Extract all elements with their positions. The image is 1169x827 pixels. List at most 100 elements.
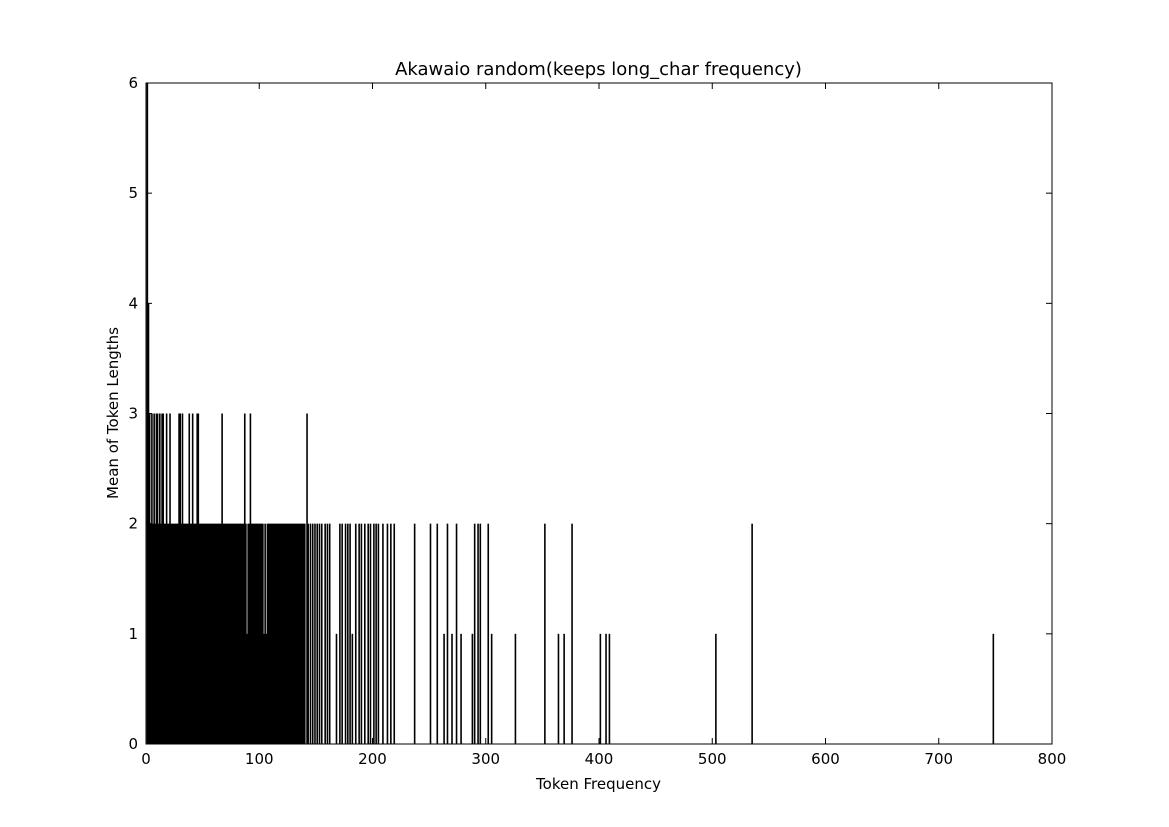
bar — [237, 523, 239, 744]
bar — [173, 523, 176, 744]
bar — [164, 523, 167, 744]
bar — [259, 523, 262, 744]
bar — [297, 523, 299, 744]
bar — [303, 523, 306, 744]
bar — [571, 523, 573, 744]
bar — [209, 523, 212, 744]
bar — [171, 523, 174, 744]
bar — [608, 633, 611, 744]
bar — [205, 523, 208, 744]
bar — [314, 523, 316, 744]
bar — [446, 523, 449, 744]
bar — [174, 523, 177, 744]
bar — [377, 523, 380, 744]
bar — [172, 523, 175, 744]
y-tick-label: 0 — [128, 735, 138, 753]
bar — [360, 523, 363, 744]
bar — [221, 413, 223, 744]
bar — [265, 633, 268, 744]
bar — [153, 413, 155, 744]
bar — [316, 523, 319, 744]
bar — [203, 523, 205, 744]
bar — [393, 523, 396, 744]
bar — [264, 523, 266, 744]
bar — [180, 523, 183, 744]
bar — [298, 523, 300, 744]
x-tick-label: 300 — [471, 750, 500, 768]
bar — [293, 523, 296, 744]
bar — [207, 523, 210, 744]
bar — [276, 523, 279, 744]
bar — [267, 523, 270, 744]
bar — [157, 523, 160, 744]
bar — [176, 523, 178, 744]
bar — [369, 523, 372, 744]
bar — [367, 523, 369, 744]
y-tick-label: 4 — [128, 294, 138, 312]
bar — [307, 523, 309, 744]
bar — [232, 523, 235, 744]
bar — [544, 523, 546, 744]
bar — [436, 523, 439, 744]
bar — [248, 523, 251, 744]
bar — [288, 523, 290, 744]
bar — [202, 523, 204, 744]
bar — [375, 523, 377, 744]
bar — [320, 523, 323, 744]
bar — [283, 523, 286, 744]
bar — [181, 413, 184, 744]
bar — [186, 523, 188, 744]
bar — [354, 523, 357, 744]
bar — [274, 523, 277, 744]
bar — [247, 523, 249, 744]
bar — [282, 523, 285, 744]
bar — [156, 413, 159, 744]
bar — [263, 633, 265, 744]
bar — [563, 633, 565, 744]
bar — [429, 523, 432, 744]
bar — [225, 523, 228, 744]
bar — [198, 523, 201, 744]
bar — [373, 523, 375, 744]
y-tick-label: 2 — [128, 515, 138, 533]
bar — [309, 523, 312, 744]
bar — [599, 633, 602, 744]
bar — [226, 523, 229, 744]
bar — [455, 523, 458, 744]
bar — [386, 523, 389, 744]
bar — [514, 633, 517, 744]
bar — [159, 413, 161, 744]
bar — [268, 523, 271, 744]
bar — [223, 523, 226, 744]
bar — [271, 523, 273, 744]
bar — [229, 523, 231, 744]
bar — [257, 523, 260, 744]
bar — [290, 523, 292, 744]
bar — [351, 633, 354, 744]
bar — [471, 633, 474, 744]
bar — [473, 523, 476, 744]
bar — [280, 523, 282, 744]
bar — [477, 523, 479, 744]
bar — [215, 523, 218, 744]
bar — [177, 523, 179, 744]
bar — [413, 523, 416, 744]
bar — [339, 523, 341, 744]
bar — [254, 523, 256, 744]
x-tick-label: 600 — [811, 750, 840, 768]
bar — [382, 523, 384, 744]
bar — [238, 523, 240, 744]
bar — [194, 523, 196, 744]
bar — [364, 523, 366, 744]
bar — [188, 413, 191, 744]
bar — [246, 633, 248, 744]
bar — [296, 523, 298, 744]
bar — [460, 633, 462, 744]
bar — [239, 523, 242, 744]
bar — [443, 633, 445, 744]
bars-layer — [146, 83, 995, 744]
bar — [240, 523, 243, 744]
bar — [217, 523, 220, 744]
bar — [344, 523, 347, 744]
bar — [299, 523, 302, 744]
